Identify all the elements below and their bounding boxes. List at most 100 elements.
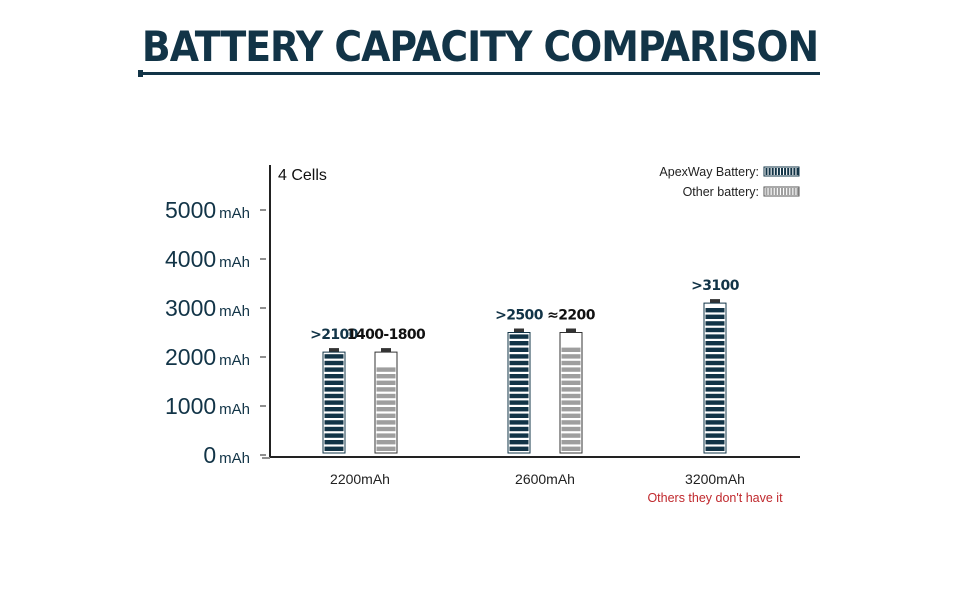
battery-cell-stripe: [324, 387, 344, 392]
other-battery-bar: [559, 328, 583, 454]
battery-terminal: [381, 348, 391, 353]
battery-cell-stripe: [509, 433, 529, 438]
legend-swatch-stripe: [781, 188, 783, 195]
page-title: BATTERY CAPACITY COMPARISON: [141, 22, 819, 71]
battery-cell-stripe: [376, 407, 396, 412]
battery-cell-stripe: [509, 380, 529, 385]
legend-swatch-stripe: [771, 168, 774, 175]
y-tick-label: 5000 mAh: [165, 197, 250, 223]
battery-cell-stripe: [705, 380, 725, 385]
battery-cell-stripe: [509, 387, 529, 392]
battery-cell-stripe: [509, 426, 529, 432]
legend-swatch-stripe: [793, 168, 796, 175]
battery-cell-stripe: [705, 367, 725, 372]
battery-cell-stripe: [705, 354, 725, 359]
legend-swatch-stripe: [774, 188, 777, 195]
y-tick-label: 3000 mAh: [165, 295, 250, 321]
battery-cell-stripe: [561, 347, 581, 352]
legend-label: ApexWay Battery:: [659, 165, 759, 179]
battery-cell-stripe: [705, 413, 725, 418]
chart-legend: ApexWay Battery: Other battery:: [659, 165, 800, 199]
y-tick-label: 4000 mAh: [165, 246, 250, 272]
battery-cell-stripe: [509, 393, 529, 399]
battery-cell-stripe: [376, 420, 396, 425]
battery-cell-stripe: [509, 347, 529, 352]
y-axis-ticks: 0 mAh 1000 mAh 2000 mAh 3000 mAh 4000 mAh 5000 mAh: [165, 197, 266, 468]
battery-cell-stripe: [509, 420, 529, 425]
battery-cell-stripe: [561, 393, 581, 399]
x-category-label: 2200mAh: [330, 471, 390, 487]
battery-cell-stripe: [561, 380, 581, 385]
battery-cell-stripe: [324, 367, 344, 372]
chart-axes: 4 Cells: [262, 165, 800, 459]
battery-cell-stripe: [561, 426, 581, 432]
battery-cell-stripe: [509, 407, 529, 412]
battery-cell-stripe: [561, 413, 581, 418]
battery-cell-stripe: [705, 440, 725, 445]
battery-cell-stripe: [324, 446, 344, 451]
battery-cell-stripe: [376, 413, 396, 418]
legend-swatch: [763, 166, 800, 177]
x-category-label: 2600mAh: [515, 471, 575, 487]
legend-swatch-stripe: [781, 168, 783, 175]
legend-swatch-stripe: [790, 168, 793, 175]
battery-cell-stripe: [324, 380, 344, 385]
battery-cell-stripe: [705, 341, 725, 346]
battery-terminal: [566, 328, 576, 333]
legend-swatch-stripe: [765, 168, 768, 175]
y-tick-label: 0 mAh: [203, 442, 250, 468]
battery-cell-stripe: [705, 334, 725, 339]
battery-cell-stripe: [705, 387, 725, 392]
battery-terminal: [514, 328, 524, 333]
x-axis-labels: 2200mAh 2600mAh 3200mAh Others they don't h…: [330, 471, 783, 505]
apexway-value-label: >3100: [691, 278, 740, 294]
battery-cell-stripe: [509, 360, 529, 366]
battery-cell-stripe: [324, 413, 344, 418]
battery-cell-stripe: [324, 374, 344, 379]
battery-cell-stripe: [324, 426, 344, 432]
legend-swatch-stripe: [790, 188, 793, 195]
battery-cell-stripe: [561, 440, 581, 445]
other-value-label: 1400-1800: [347, 327, 426, 343]
y-tick-label: 2000 mAh: [165, 344, 250, 370]
battery-cell-stripe: [509, 354, 529, 359]
no-competitor-note: Others they don't have it: [647, 491, 783, 505]
other-value-label: ≈2200: [547, 308, 596, 324]
battery-cell-stripe: [376, 393, 396, 399]
legend-swatch-stripe: [777, 188, 780, 195]
legend-swatch-stripe: [765, 188, 768, 195]
other-battery-bar: [374, 348, 398, 454]
battery-cell-stripe: [705, 360, 725, 366]
battery-cell-stripe: [561, 446, 581, 451]
battery-cell-stripe: [376, 433, 396, 438]
apexway-value-label: >2100: [310, 327, 359, 343]
battery-cell-stripe: [705, 308, 725, 313]
apexway-battery-bar: [322, 348, 346, 454]
battery-cell-stripe: [324, 433, 344, 438]
battery-cell-stripe: [509, 413, 529, 418]
x-category-label: 3200mAh: [685, 471, 745, 487]
battery-cell-stripe: [324, 400, 344, 405]
title-underline: [138, 72, 820, 75]
legend-swatch-stripe: [771, 188, 774, 195]
battery-cell-stripe: [509, 440, 529, 445]
battery-cell-stripe: [324, 393, 344, 399]
legend-swatch-stripe: [796, 188, 799, 195]
legend-swatch: [763, 186, 800, 197]
battery-cell-stripe: [509, 334, 529, 339]
battery-cell-stripe: [705, 433, 725, 438]
battery-cell-stripe: [705, 420, 725, 425]
legend-swatch-stripe: [796, 168, 799, 175]
battery-cell-stripe: [705, 347, 725, 352]
battery-cell-stripe: [705, 400, 725, 405]
battery-cell-stripe: [705, 446, 725, 451]
battery-cell-stripe: [705, 374, 725, 379]
battery-cell-stripe: [561, 387, 581, 392]
battery-cell-stripe: [561, 420, 581, 425]
chart-bars: [322, 299, 727, 454]
battery-terminal: [329, 348, 339, 353]
battery-cell-stripe: [376, 440, 396, 445]
legend-swatch-stripe: [784, 188, 787, 195]
